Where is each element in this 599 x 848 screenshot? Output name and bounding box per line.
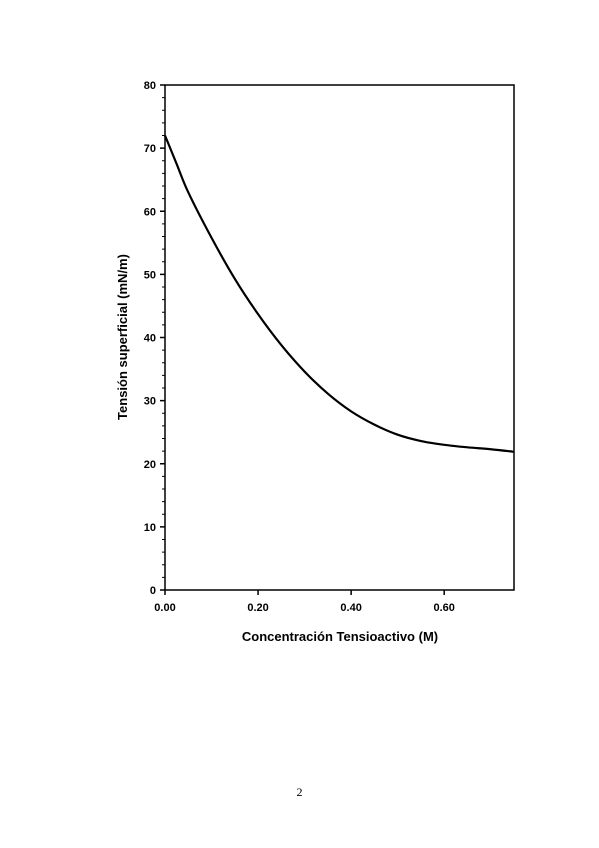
x-tick-label: 0.40 — [340, 602, 361, 614]
y-axis-minor-ticks — [162, 97, 165, 578]
y-tick-label: 10 — [144, 522, 156, 534]
x-tick-label: 0.00 — [154, 602, 175, 614]
y-axis: 0 10 20 30 40 50 60 70 80 — [144, 80, 165, 597]
x-tick-label: 0.20 — [247, 602, 268, 614]
y-tick-label: 0 — [150, 585, 156, 597]
y-tick-label: 70 — [144, 143, 156, 155]
y-tick-label: 20 — [144, 459, 156, 471]
x-axis: 0.00 0.20 0.40 0.60 — [154, 590, 455, 614]
plot-area-frame — [164, 84, 515, 591]
y-tick-label: 50 — [144, 269, 156, 281]
x-axis-title: Concentración Tensioactivo (M) — [242, 629, 438, 644]
y-tick-label: 80 — [144, 80, 156, 92]
y-tick-label: 40 — [144, 333, 156, 345]
x-tick-label: 0.60 — [433, 602, 454, 614]
y-tick-label: 60 — [144, 206, 156, 218]
series-line — [163, 135, 515, 453]
y-axis-title: Tensión superficial (mN/m) — [115, 254, 130, 420]
y-tick-label: 30 — [144, 396, 156, 408]
page-number: 2 — [296, 785, 303, 799]
